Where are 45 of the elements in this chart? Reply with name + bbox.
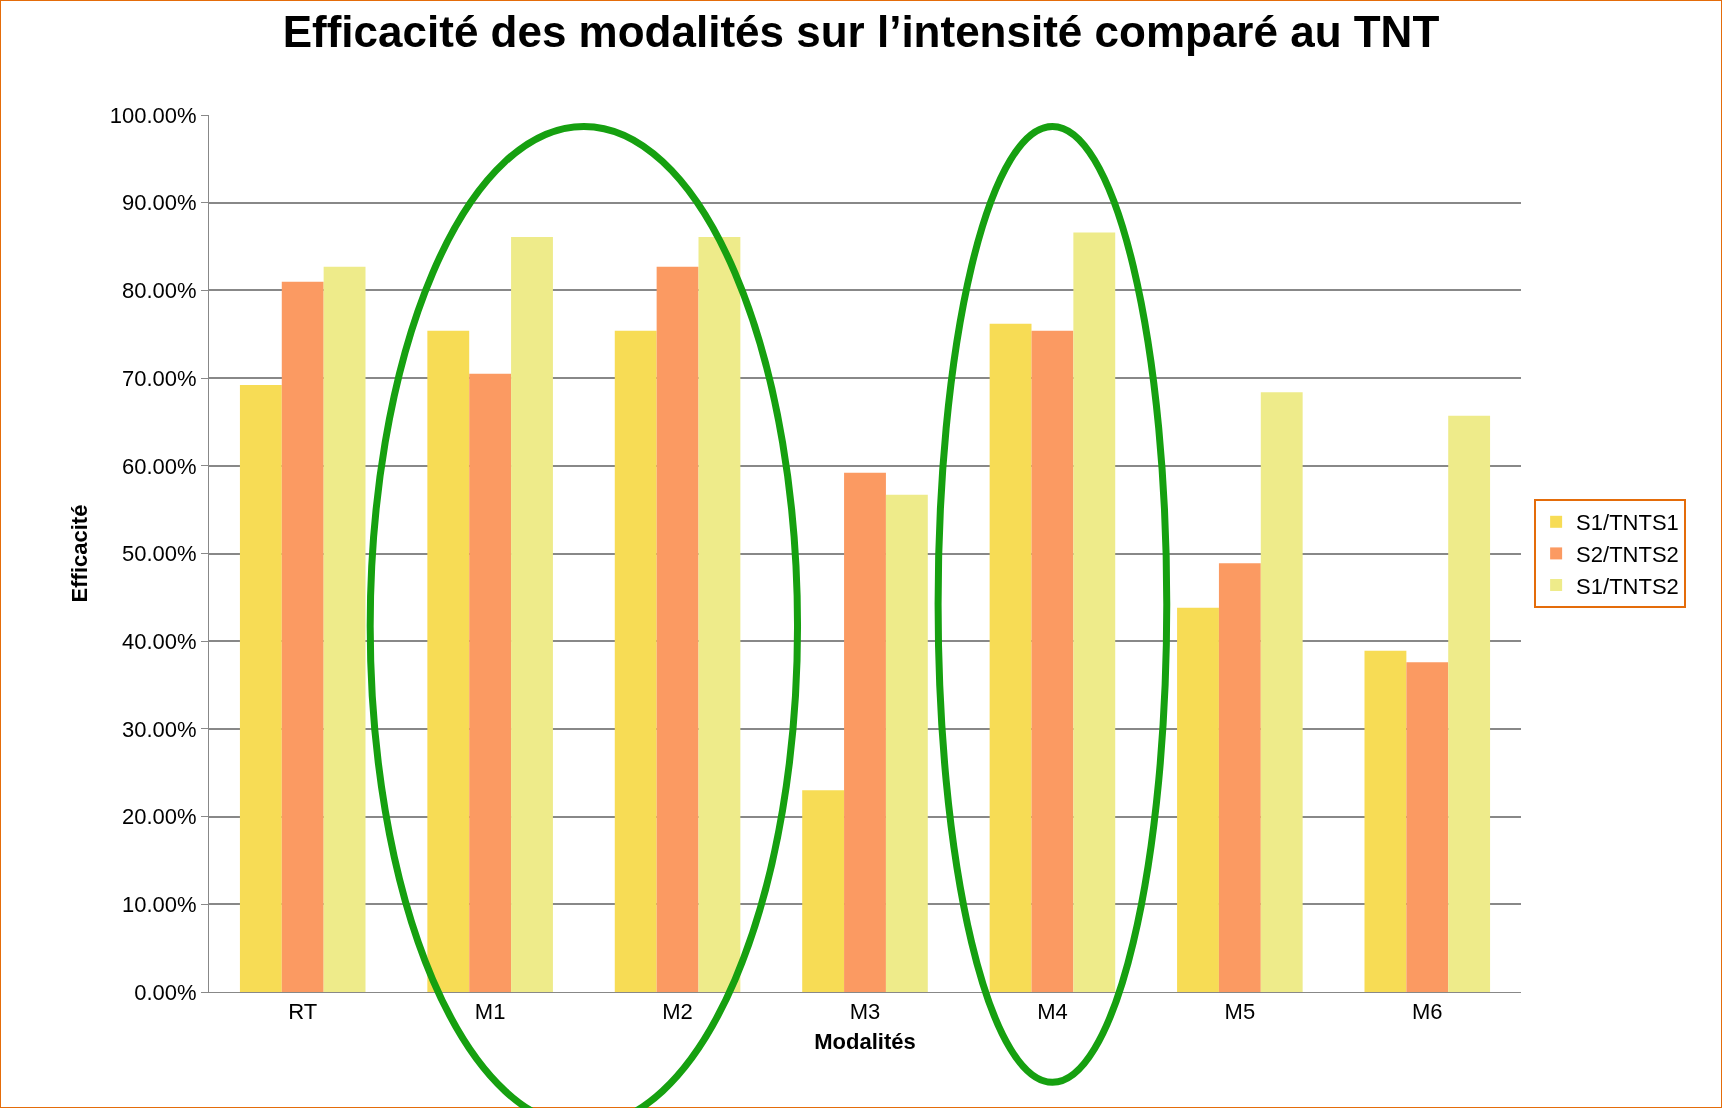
- bar: [1260, 392, 1303, 992]
- bar: [511, 236, 553, 992]
- y-tick-label: 100.00%: [109, 102, 197, 128]
- bar: [281, 281, 324, 992]
- x-tick-label: M3: [849, 999, 881, 1025]
- chart-title: Efficacité des modalités sur l’intensité comparé au TNT: [282, 7, 1440, 57]
- bar: [844, 472, 886, 992]
- bar: [1031, 330, 1074, 992]
- bar: [1218, 563, 1261, 992]
- y-tick-label: 70.00%: [121, 365, 197, 391]
- bar: [989, 323, 1032, 992]
- y-tick-label: 60.00%: [121, 453, 197, 479]
- bar: [1364, 650, 1407, 992]
- bar: [1177, 607, 1219, 992]
- legend-label: S1/TNTS1: [1576, 510, 1679, 536]
- x-tick-label: M5: [1224, 999, 1256, 1025]
- bar: [614, 330, 657, 992]
- x-tick-label: RT: [288, 999, 318, 1025]
- bar: [469, 373, 512, 992]
- bar: [1406, 662, 1449, 992]
- y-tick-label: 40.00%: [121, 628, 197, 654]
- y-tick-label: 90.00%: [121, 190, 197, 216]
- y-tick-label: 80.00%: [121, 278, 197, 304]
- bar: [239, 385, 282, 992]
- y-axis-title: Efficacité: [66, 504, 92, 603]
- legend-label: S1/TNTS2: [1576, 573, 1679, 599]
- x-axis-title: Modalités: [814, 1029, 916, 1055]
- bar: [1073, 232, 1116, 992]
- bar: [656, 266, 699, 992]
- bar: [802, 790, 845, 992]
- y-tick-label: 50.00%: [121, 541, 197, 567]
- bar: [1448, 415, 1491, 992]
- x-tick-label: M2: [662, 999, 693, 1025]
- y-tick-label: 0.00%: [134, 979, 197, 1005]
- y-tick-label: 10.00%: [121, 892, 197, 917]
- x-tick-label: M1: [474, 999, 506, 1025]
- bar: [427, 330, 470, 992]
- x-tick-label: M4: [1037, 999, 1068, 1025]
- y-tick-label: 20.00%: [121, 804, 197, 830]
- x-tick-label: M6: [1412, 999, 1443, 1025]
- legend-label: S2/TNTS2: [1576, 541, 1679, 567]
- bar: [323, 266, 366, 992]
- y-tick-label: 30.00%: [121, 716, 197, 742]
- bar: [885, 494, 928, 992]
- bar: [698, 236, 741, 992]
